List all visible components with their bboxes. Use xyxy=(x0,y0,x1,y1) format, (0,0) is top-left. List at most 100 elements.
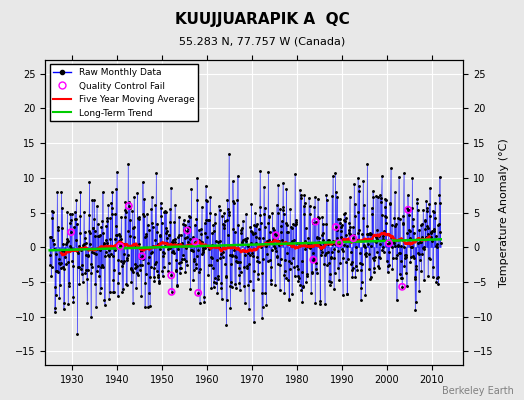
Point xyxy=(340,217,348,224)
Point xyxy=(405,206,413,213)
Point xyxy=(363,160,372,167)
Point xyxy=(356,250,364,256)
Point xyxy=(132,263,140,270)
Point xyxy=(121,214,129,220)
Point xyxy=(73,331,82,337)
Point xyxy=(345,193,354,200)
Point xyxy=(255,226,263,232)
Point xyxy=(156,232,164,239)
Point xyxy=(263,238,271,244)
Point xyxy=(172,281,181,288)
Point xyxy=(248,287,257,293)
Point xyxy=(349,235,357,242)
Point xyxy=(252,223,260,230)
Point xyxy=(220,222,228,229)
Point xyxy=(47,273,56,279)
Point xyxy=(95,273,103,279)
Point xyxy=(172,267,180,274)
Point xyxy=(152,268,161,274)
Point xyxy=(188,234,196,240)
Point xyxy=(232,258,241,264)
Point xyxy=(388,221,396,228)
Point xyxy=(182,258,190,264)
Point xyxy=(290,264,298,270)
Point xyxy=(182,245,190,252)
Point xyxy=(217,280,226,286)
Point xyxy=(147,194,156,200)
Point xyxy=(90,216,99,222)
Point xyxy=(425,256,434,262)
Point xyxy=(383,241,391,248)
Point xyxy=(223,197,232,203)
Point xyxy=(245,278,254,284)
Point xyxy=(187,240,195,247)
Point xyxy=(89,225,97,231)
Point xyxy=(144,260,152,266)
Point xyxy=(175,260,183,266)
Point xyxy=(99,230,107,236)
Point xyxy=(56,282,64,288)
Point xyxy=(375,233,384,239)
Point xyxy=(188,247,196,254)
Point xyxy=(425,201,433,207)
Point xyxy=(352,238,360,244)
Point xyxy=(278,218,286,224)
Point xyxy=(268,210,277,216)
Point xyxy=(124,228,133,234)
Point xyxy=(405,227,413,234)
Point xyxy=(179,227,188,233)
Point xyxy=(100,240,108,247)
Point xyxy=(403,192,412,198)
Point xyxy=(316,246,325,252)
Point xyxy=(134,216,143,222)
Point xyxy=(264,258,272,264)
Point xyxy=(406,227,414,234)
Point xyxy=(178,240,187,246)
Point xyxy=(274,209,282,216)
Point xyxy=(351,213,359,220)
Point xyxy=(248,250,256,256)
Point xyxy=(333,194,342,200)
Point xyxy=(277,229,285,236)
Point xyxy=(208,255,216,261)
Point xyxy=(86,260,95,267)
Point xyxy=(291,171,299,178)
Point xyxy=(58,225,66,232)
Point xyxy=(101,252,110,259)
Point xyxy=(286,266,294,272)
Point xyxy=(339,292,347,298)
Point xyxy=(225,252,234,258)
Point xyxy=(276,262,285,268)
Point xyxy=(349,265,357,271)
Point xyxy=(151,259,160,266)
Point xyxy=(160,250,168,256)
Point xyxy=(323,197,331,204)
Point xyxy=(191,265,200,272)
Point xyxy=(137,293,145,299)
Point xyxy=(107,211,116,217)
Point xyxy=(52,268,61,274)
Point xyxy=(393,252,401,258)
Point xyxy=(206,194,214,200)
Point xyxy=(406,235,414,241)
Point xyxy=(346,223,355,230)
Point xyxy=(108,205,116,212)
Point xyxy=(283,250,291,256)
Point xyxy=(105,253,114,260)
Point xyxy=(346,230,354,237)
Point xyxy=(125,199,134,206)
Point xyxy=(245,261,254,267)
Point xyxy=(432,279,441,286)
Point xyxy=(78,262,86,268)
Point xyxy=(364,241,373,247)
Point xyxy=(399,221,408,228)
Point xyxy=(354,229,363,236)
Point xyxy=(64,280,73,286)
Point xyxy=(234,222,243,229)
Point xyxy=(239,264,248,270)
Point xyxy=(257,270,266,276)
Point xyxy=(338,246,346,252)
Point xyxy=(411,263,420,269)
Point xyxy=(72,216,80,223)
Point xyxy=(151,202,160,208)
